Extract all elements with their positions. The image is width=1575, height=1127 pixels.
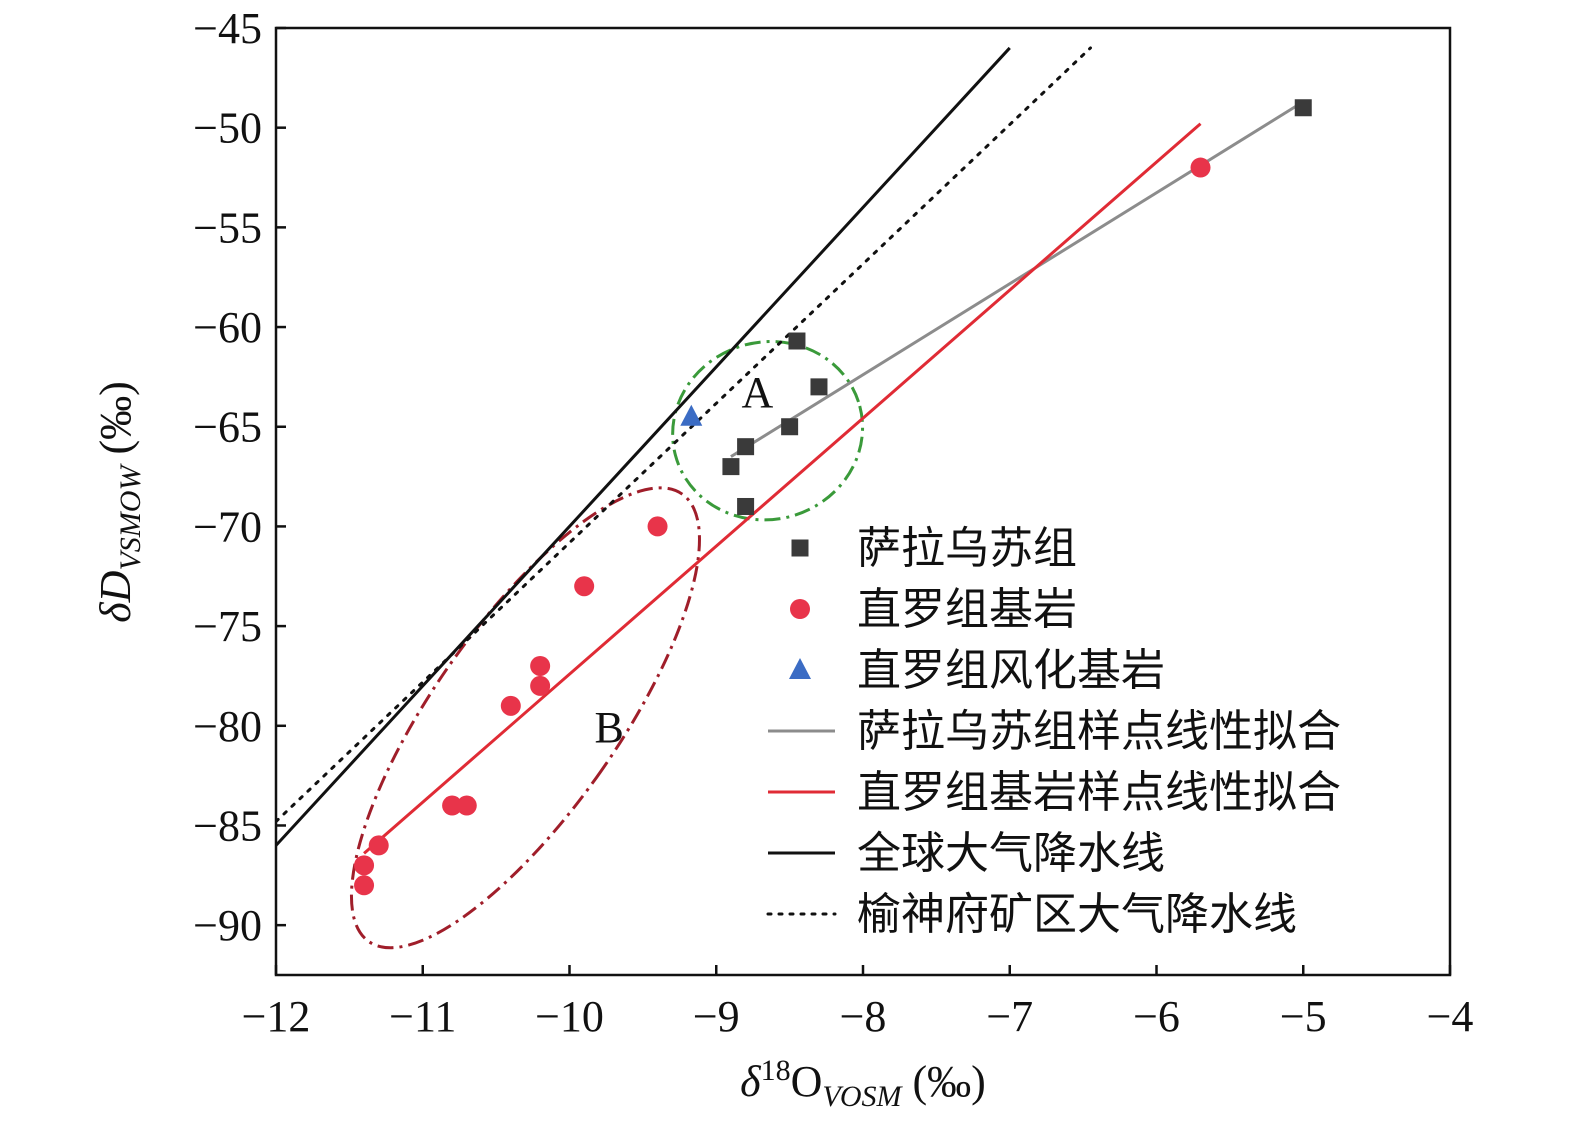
y-tick-label: −85 bbox=[193, 801, 262, 850]
y-tick-label: −75 bbox=[193, 602, 262, 651]
square-data-point bbox=[788, 332, 806, 350]
square-data-point bbox=[781, 418, 799, 436]
y-tick-label: −70 bbox=[193, 502, 262, 551]
circle-data-point bbox=[354, 875, 375, 896]
circle-data-point bbox=[442, 795, 463, 816]
triangle-data-point bbox=[680, 404, 703, 426]
x-axis-title: δ18OVOSM (‰) bbox=[740, 1054, 986, 1113]
legend-triangle-swatch bbox=[789, 658, 811, 679]
region-a-ellipse bbox=[671, 340, 865, 522]
circle-data-point bbox=[368, 835, 389, 856]
legend-entry-label: 直罗组基岩 bbox=[857, 584, 1077, 635]
legend-circle-swatch bbox=[790, 599, 810, 619]
y-tick-label: −50 bbox=[193, 104, 262, 153]
x-tick-label: −10 bbox=[535, 992, 604, 1041]
x-tick-label: −8 bbox=[840, 992, 887, 1041]
region-a-label: A bbox=[741, 368, 773, 417]
legend-entry-label: 萨拉乌苏组 bbox=[857, 523, 1077, 574]
fit-line-4 bbox=[363, 122, 1202, 855]
y-axis-title: δDVSMOW (‰) bbox=[91, 381, 147, 623]
y-tick-label: −90 bbox=[193, 901, 262, 950]
fit-line-6 bbox=[276, 46, 1092, 823]
square-data-point bbox=[737, 438, 755, 456]
square-data-point bbox=[737, 497, 755, 515]
circle-data-point bbox=[530, 675, 551, 696]
x-tick-label: −11 bbox=[389, 992, 456, 1041]
y-tick-label: −55 bbox=[193, 203, 262, 252]
circle-data-point bbox=[530, 655, 551, 676]
legend-entry-label: 萨拉乌苏组样点线性拟合 bbox=[857, 706, 1341, 757]
circle-data-point bbox=[354, 855, 375, 876]
x-tick-label: −12 bbox=[242, 992, 311, 1041]
region-b-label: B bbox=[594, 703, 623, 752]
fit-line-3 bbox=[730, 100, 1305, 458]
y-tick-label: −45 bbox=[193, 4, 262, 53]
legend-entry-label: 直罗组基岩样点线性拟合 bbox=[857, 767, 1341, 818]
legend-entry-label: 全球大气降水线 bbox=[857, 828, 1165, 879]
square-data-point bbox=[810, 378, 828, 396]
square-data-point bbox=[1294, 99, 1312, 117]
circle-data-point bbox=[1190, 157, 1211, 178]
circle-data-point bbox=[574, 576, 595, 597]
legend-entry-label: 直罗组风化基岩 bbox=[857, 645, 1165, 696]
region-b-ellipse bbox=[349, 486, 701, 950]
y-tick-label: −65 bbox=[193, 403, 262, 452]
circle-data-point bbox=[500, 695, 521, 716]
fit-line-5 bbox=[276, 46, 1011, 847]
x-tick-label: −9 bbox=[693, 992, 740, 1041]
x-tick-label: −7 bbox=[986, 992, 1033, 1041]
legend-entry-label: 榆神府矿区大气降水线 bbox=[857, 889, 1297, 940]
legend-square-swatch bbox=[791, 539, 809, 557]
x-tick-label: −5 bbox=[1280, 992, 1327, 1041]
x-tick-label: −4 bbox=[1427, 992, 1474, 1041]
y-tick-label: −80 bbox=[193, 702, 262, 751]
x-tick-label: −6 bbox=[1133, 992, 1180, 1041]
circle-data-point bbox=[647, 516, 668, 537]
square-data-point bbox=[722, 458, 740, 476]
y-tick-label: −60 bbox=[193, 303, 262, 352]
circle-data-point bbox=[456, 795, 477, 816]
